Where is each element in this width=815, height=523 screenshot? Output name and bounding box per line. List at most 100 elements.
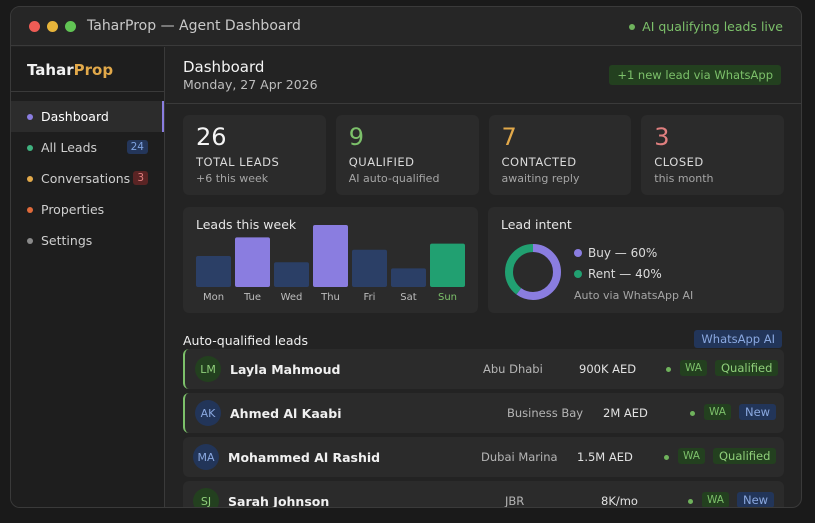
stat-label: QUALIFIED <box>348 155 415 169</box>
live-status-text: AI qualifying leads live <box>642 19 783 34</box>
stat-card[interactable]: 26 TOTAL LEADS +6 this week <box>183 115 326 195</box>
chart-title: Leads this week <box>196 217 297 232</box>
stat-value: 7 <box>501 123 517 151</box>
sidebar-nav: Dashboard All Leads 24 Conversations 3 Proper… <box>11 101 164 256</box>
lead-location: JBR <box>505 494 525 508</box>
channel-badge: WA <box>678 448 705 464</box>
online-dot-icon <box>664 455 669 460</box>
online-dot-icon <box>666 367 671 372</box>
live-status: AI qualifying leads live <box>629 19 783 34</box>
status-badge[interactable]: Qualified <box>715 360 779 376</box>
avatar: MA <box>193 444 219 470</box>
close-window-button[interactable] <box>29 20 40 32</box>
lead-name[interactable]: Layla Mahmoud <box>230 362 341 377</box>
legend-dot-icon <box>574 269 582 278</box>
lead-budget: 1.5M AED <box>577 450 633 464</box>
intent-title: Lead intent <box>501 217 572 232</box>
title-bar: TaharProp — Agent Dashboard AI qualifyin… <box>11 7 801 46</box>
sidebar-item-settings[interactable]: Settings <box>11 225 164 256</box>
online-dot-icon <box>690 411 695 416</box>
stat-subtext: +6 this week <box>196 172 269 185</box>
stat-value: 3 <box>654 123 670 151</box>
sidebar-item-conversations[interactable]: Conversations 3 <box>11 163 164 194</box>
lead-name[interactable]: Mohammed Al Rashid <box>228 450 381 465</box>
nav-dot-icon <box>27 113 33 120</box>
new-lead-notification[interactable]: +1 new lead via WhatsApp <box>609 65 781 85</box>
bar-fri[interactable] <box>352 249 387 287</box>
donut-slice-1[interactable] <box>505 244 561 300</box>
nav-dot-icon <box>27 144 33 151</box>
bar-tue[interactable] <box>235 237 270 287</box>
app-window: TaharProp — Agent Dashboard AI qualifyin… <box>10 6 802 508</box>
stat-value: 26 <box>196 123 227 151</box>
channel-badge: WA <box>702 492 729 507</box>
app-logo[interactable]: TaharProp <box>27 61 113 79</box>
sidebar-item-badge: 3 <box>133 171 148 185</box>
legend-item: Buy — 60% <box>574 242 662 263</box>
legend-item: Rent — 40% <box>574 263 662 284</box>
stat-subtext: this month <box>654 172 714 185</box>
lead-row[interactable]: LM Layla Mahmoud Abu Dhabi 900K AED WA Qualif… <box>183 349 784 389</box>
tick-label-wed: Wed <box>281 292 303 303</box>
bar-wed[interactable] <box>274 262 309 287</box>
stat-subtext: awaiting reply <box>501 172 580 185</box>
tick-label-tue: Tue <box>243 292 261 303</box>
bar-mon[interactable] <box>196 256 231 287</box>
sidebar-item-label: Properties <box>41 202 105 217</box>
lead-name[interactable]: Ahmed Al Kaabi <box>230 406 342 421</box>
channel-badge: WA <box>704 404 731 420</box>
main-content: Dashboard Monday, 27 Apr 2026 +1 new lea… <box>166 47 801 507</box>
window-title: TaharProp — Agent Dashboard <box>87 18 301 34</box>
stat-card[interactable]: 9 QUALIFIED AI auto-qualified <box>335 115 479 195</box>
stats-row: 26 TOTAL LEADS +6 this week 9 QUALIFIED AI au… <box>183 115 784 195</box>
bar-thu[interactable] <box>313 225 348 287</box>
legend-label: Rent — 40% <box>588 266 662 281</box>
stat-value: 9 <box>348 123 365 151</box>
avatar: SJ <box>193 488 219 507</box>
lead-budget: 900K AED <box>579 362 637 376</box>
logo-primary: Tahar <box>27 61 74 79</box>
status-badge[interactable]: New <box>739 404 777 420</box>
page-date: Monday, 27 Apr 2026 <box>183 77 318 92</box>
tick-label-fri: Fri <box>364 292 376 303</box>
bar-sun[interactable] <box>430 243 465 287</box>
leads-chart-card: Leads this week Mon Tue Wed Thu Fri Sat Sun <box>183 207 478 313</box>
lead-row[interactable]: SJ Sarah Johnson JBR 8K/mo WA New <box>183 481 784 508</box>
lead-row[interactable]: AK Ahmed Al Kaabi Business Bay 2M AED WA New <box>183 393 784 433</box>
stat-label: CLOSED <box>654 155 704 169</box>
whatsapp-ai-badge[interactable]: WhatsApp AI <box>694 330 782 348</box>
online-dot-icon <box>688 499 693 504</box>
logo-accent: Prop <box>73 61 114 79</box>
tick-label-mon: Mon <box>203 292 224 303</box>
stat-card[interactable]: 7 CONTACTED awaiting reply <box>488 115 632 195</box>
sidebar: TaharProp Dashboard All Leads 24 Conversati… <box>11 47 165 507</box>
page-title: Dashboard <box>183 58 265 76</box>
sidebar-item-properties[interactable]: Properties <box>11 194 164 225</box>
intent-footer: Auto via WhatsApp AI <box>574 289 694 302</box>
header-divider <box>166 103 801 104</box>
avatar: LM <box>195 356 221 382</box>
sidebar-item-label: All Leads <box>41 140 98 155</box>
minimize-window-button[interactable] <box>47 20 58 32</box>
legend-label: Buy — 60% <box>588 245 658 260</box>
maximize-window-button[interactable] <box>65 20 76 32</box>
sidebar-item-label: Dashboard <box>41 109 109 124</box>
window-controls <box>29 20 76 32</box>
lead-name[interactable]: Sarah Johnson <box>228 494 330 508</box>
status-badge[interactable]: New <box>737 492 775 507</box>
stat-card[interactable]: 3 CLOSED this month <box>641 115 784 195</box>
status-badge[interactable]: Qualified <box>713 448 777 464</box>
lead-row[interactable]: MA Mohammed Al Rashid Dubai Marina 1.5M AED… <box>183 437 784 477</box>
tick-label-sun: Sun <box>438 292 457 303</box>
lead-intent-card: Lead intent Buy — 60% Rent — 40% Auto via… <box>488 207 784 313</box>
intent-donut-chart <box>505 244 561 300</box>
tick-label-thu: Thu <box>320 292 340 303</box>
leads-bar-chart: Mon Tue Wed Thu Fri Sat Sun <box>196 225 465 303</box>
sidebar-item-dashboard[interactable]: Dashboard <box>11 101 164 132</box>
lead-location: Abu Dhabi <box>483 362 543 376</box>
sidebar-item-all-leads[interactable]: All Leads 24 <box>11 132 164 163</box>
bar-sat[interactable] <box>391 268 426 287</box>
tick-label-sat: Sat <box>400 292 416 303</box>
stat-label: CONTACTED <box>501 155 577 169</box>
sidebar-item-badge: 24 <box>126 140 148 154</box>
